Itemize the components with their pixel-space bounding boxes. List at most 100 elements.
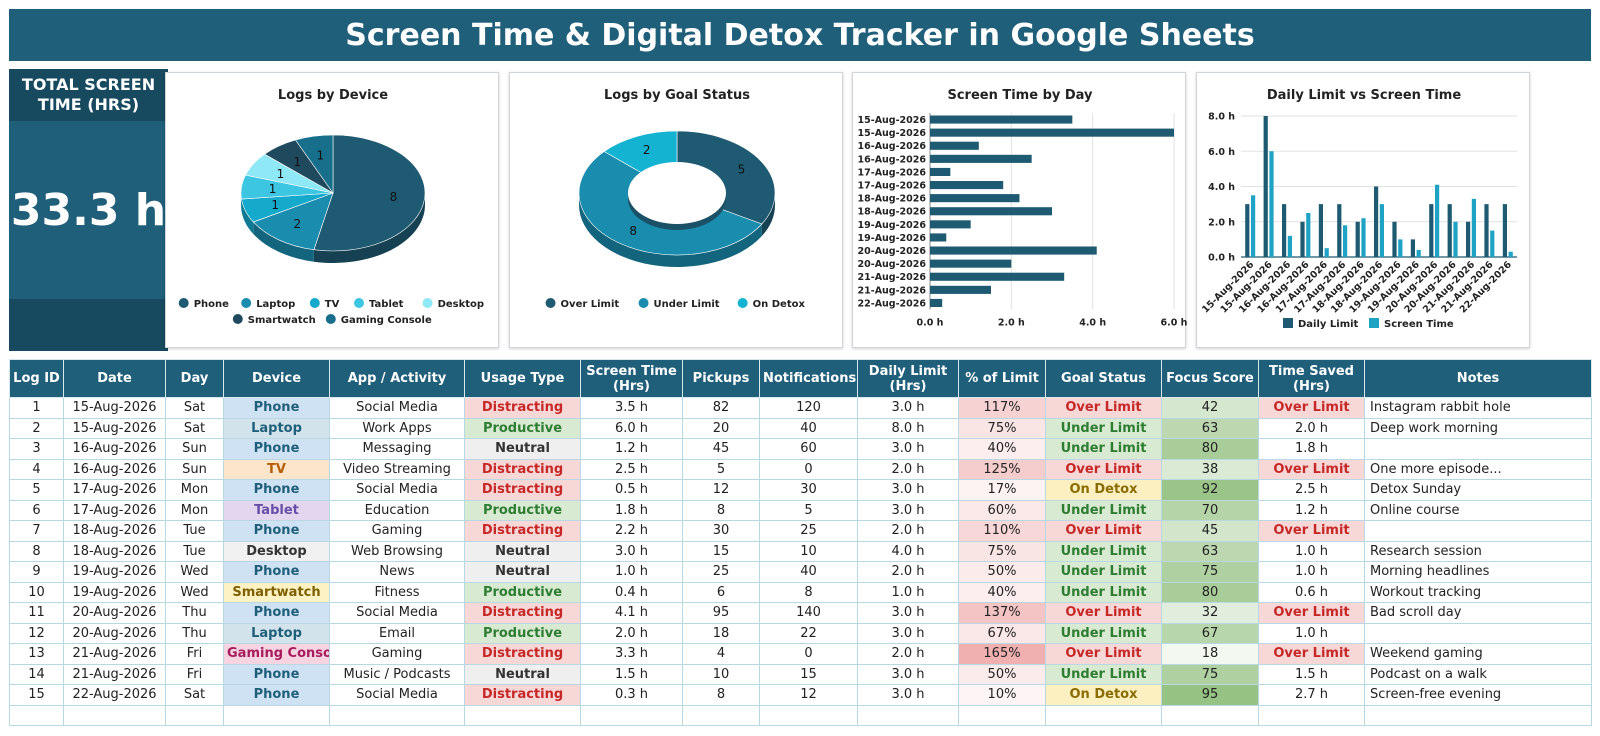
cell-daily-limit-hrs-[interactable]: 8.0 h bbox=[857, 417, 959, 439]
table-row[interactable]: 2 15-Aug-2026 Sat Laptop Work Apps Productive… bbox=[9, 417, 1592, 439]
cell-log-id[interactable]: 1 bbox=[9, 397, 64, 419]
cell-date[interactable]: 20-Aug-2026 bbox=[63, 602, 166, 624]
cell-log-id[interactable]: 12 bbox=[9, 622, 64, 644]
cell-device[interactable]: Phone bbox=[223, 479, 330, 501]
cell-day[interactable] bbox=[165, 704, 224, 726]
cell-screen-time-hrs-[interactable]: 2.2 h bbox=[580, 520, 683, 542]
cell-pickups[interactable]: 5 bbox=[682, 458, 760, 480]
cell-day[interactable]: Sat bbox=[165, 397, 224, 419]
cell-device[interactable]: Gaming Console bbox=[223, 643, 330, 665]
cell-notes[interactable]: Screen-free evening bbox=[1364, 684, 1592, 706]
cell-focus-score[interactable]: 63 bbox=[1161, 417, 1259, 439]
cell-log-id[interactable]: 5 bbox=[9, 479, 64, 501]
cell-screen-time-hrs-[interactable]: 1.8 h bbox=[580, 499, 683, 521]
cell-device[interactable]: Phone bbox=[223, 663, 330, 685]
cell-log-id[interactable]: 11 bbox=[9, 602, 64, 624]
cell-daily-limit-hrs-[interactable]: 4.0 h bbox=[857, 540, 959, 562]
cell-notes[interactable]: Podcast on a walk bbox=[1364, 663, 1592, 685]
cell--of-limit[interactable]: 75% bbox=[958, 540, 1046, 562]
cell-device[interactable]: Tablet bbox=[223, 499, 330, 521]
cell-focus-score[interactable]: 80 bbox=[1161, 581, 1259, 603]
cell-daily-limit-hrs-[interactable]: 2.0 h bbox=[857, 643, 959, 665]
col-header-time-saved-hrs-[interactable]: Time Saved (Hrs) bbox=[1258, 359, 1365, 398]
cell-pickups[interactable]: 8 bbox=[682, 499, 760, 521]
cell-focus-score[interactable]: 18 bbox=[1161, 643, 1259, 665]
cell-usage-type[interactable]: Productive bbox=[464, 499, 581, 521]
cell-day[interactable]: Thu bbox=[165, 622, 224, 644]
cell-app-activity[interactable]: Social Media bbox=[329, 684, 465, 706]
cell-notes[interactable]: Deep work morning bbox=[1364, 417, 1592, 439]
cell-usage-type[interactable]: Productive bbox=[464, 622, 581, 644]
cell-daily-limit-hrs-[interactable]: 1.0 h bbox=[857, 581, 959, 603]
cell-daily-limit-hrs-[interactable]: 3.0 h bbox=[857, 479, 959, 501]
col-header-pickups[interactable]: Pickups bbox=[682, 359, 760, 398]
cell-pickups[interactable]: 82 bbox=[682, 397, 760, 419]
cell-time-saved-hrs-[interactable]: 1.2 h bbox=[1258, 499, 1365, 521]
cell--of-limit[interactable]: 10% bbox=[958, 684, 1046, 706]
cell--of-limit[interactable]: 110% bbox=[958, 520, 1046, 542]
cell-app-activity[interactable]: Messaging bbox=[329, 438, 465, 460]
cell-day[interactable]: Sun bbox=[165, 438, 224, 460]
cell-goal-status[interactable]: Under Limit bbox=[1045, 417, 1162, 439]
cell-device[interactable]: Phone bbox=[223, 438, 330, 460]
cell-notes[interactable]: Workout tracking bbox=[1364, 581, 1592, 603]
cell-screen-time-hrs-[interactable]: 1.5 h bbox=[580, 663, 683, 685]
cell-notifications[interactable]: 12 bbox=[759, 684, 858, 706]
cell-goal-status[interactable]: Under Limit bbox=[1045, 663, 1162, 685]
cell-pickups[interactable]: 12 bbox=[682, 479, 760, 501]
cell-goal-status[interactable]: Under Limit bbox=[1045, 561, 1162, 583]
cell-day[interactable]: Fri bbox=[165, 643, 224, 665]
cell--of-limit[interactable]: 75% bbox=[958, 417, 1046, 439]
cell-daily-limit-hrs-[interactable]: 3.0 h bbox=[857, 602, 959, 624]
cell-log-id[interactable]: 8 bbox=[9, 540, 64, 562]
cell-notifications[interactable]: 60 bbox=[759, 438, 858, 460]
col-header-day[interactable]: Day bbox=[165, 359, 224, 398]
cell-device[interactable]: Desktop bbox=[223, 540, 330, 562]
cell-notes[interactable]: Bad scroll day bbox=[1364, 602, 1592, 624]
table-row[interactable]: 6 17-Aug-2026 Mon Tablet Education Productive… bbox=[9, 499, 1592, 521]
cell-log-id[interactable]: 13 bbox=[9, 643, 64, 665]
cell-usage-type[interactable]: Distracting bbox=[464, 479, 581, 501]
cell-date[interactable]: 21-Aug-2026 bbox=[63, 663, 166, 685]
cell-time-saved-hrs-[interactable]: 1.8 h bbox=[1258, 438, 1365, 460]
cell-focus-score[interactable]: 92 bbox=[1161, 479, 1259, 501]
col-header-device[interactable]: Device bbox=[223, 359, 330, 398]
cell-daily-limit-hrs-[interactable] bbox=[857, 704, 959, 726]
cell-time-saved-hrs-[interactable]: Over Limit bbox=[1258, 520, 1365, 542]
cell--of-limit[interactable]: 40% bbox=[958, 438, 1046, 460]
cell-usage-type[interactable]: Distracting bbox=[464, 602, 581, 624]
cell-app-activity[interactable]: Video Streaming bbox=[329, 458, 465, 480]
logs-by-goal-status-chart[interactable]: Logs by Goal Status 5 8 2 Over Limit Under Li… bbox=[509, 72, 843, 348]
cell-goal-status[interactable]: Under Limit bbox=[1045, 581, 1162, 603]
col-header-goal-status[interactable]: Goal Status bbox=[1045, 359, 1162, 398]
cell-notifications[interactable]: 5 bbox=[759, 499, 858, 521]
cell-usage-type[interactable]: Neutral bbox=[464, 540, 581, 562]
cell-notes[interactable]: Morning headlines bbox=[1364, 561, 1592, 583]
cell-date[interactable]: 22-Aug-2026 bbox=[63, 684, 166, 706]
cell-usage-type[interactable]: Distracting bbox=[464, 643, 581, 665]
cell--of-limit[interactable]: 17% bbox=[958, 479, 1046, 501]
cell-date[interactable]: 19-Aug-2026 bbox=[63, 581, 166, 603]
cell-device[interactable]: Phone bbox=[223, 684, 330, 706]
cell-app-activity[interactable]: Email bbox=[329, 622, 465, 644]
cell-focus-score[interactable]: 95 bbox=[1161, 684, 1259, 706]
cell-date[interactable]: 20-Aug-2026 bbox=[63, 622, 166, 644]
cell-goal-status[interactable]: Under Limit bbox=[1045, 540, 1162, 562]
cell-screen-time-hrs-[interactable]: 0.5 h bbox=[580, 479, 683, 501]
cell-date[interactable]: 17-Aug-2026 bbox=[63, 499, 166, 521]
cell-goal-status[interactable]: Over Limit bbox=[1045, 520, 1162, 542]
cell-device[interactable]: Phone bbox=[223, 602, 330, 624]
cell-day[interactable]: Thu bbox=[165, 602, 224, 624]
cell-notifications[interactable]: 25 bbox=[759, 520, 858, 542]
cell-goal-status[interactable]: Under Limit bbox=[1045, 622, 1162, 644]
cell-notes[interactable]: Weekend gaming bbox=[1364, 643, 1592, 665]
cell-usage-type[interactable]: Neutral bbox=[464, 663, 581, 685]
cell-day[interactable]: Wed bbox=[165, 581, 224, 603]
cell--of-limit[interactable]: 50% bbox=[958, 663, 1046, 685]
cell-notes[interactable] bbox=[1364, 622, 1592, 644]
cell-daily-limit-hrs-[interactable]: 3.0 h bbox=[857, 397, 959, 419]
cell-pickups[interactable]: 15 bbox=[682, 540, 760, 562]
cell-time-saved-hrs-[interactable]: 1.0 h bbox=[1258, 561, 1365, 583]
cell-log-id[interactable]: 9 bbox=[9, 561, 64, 583]
